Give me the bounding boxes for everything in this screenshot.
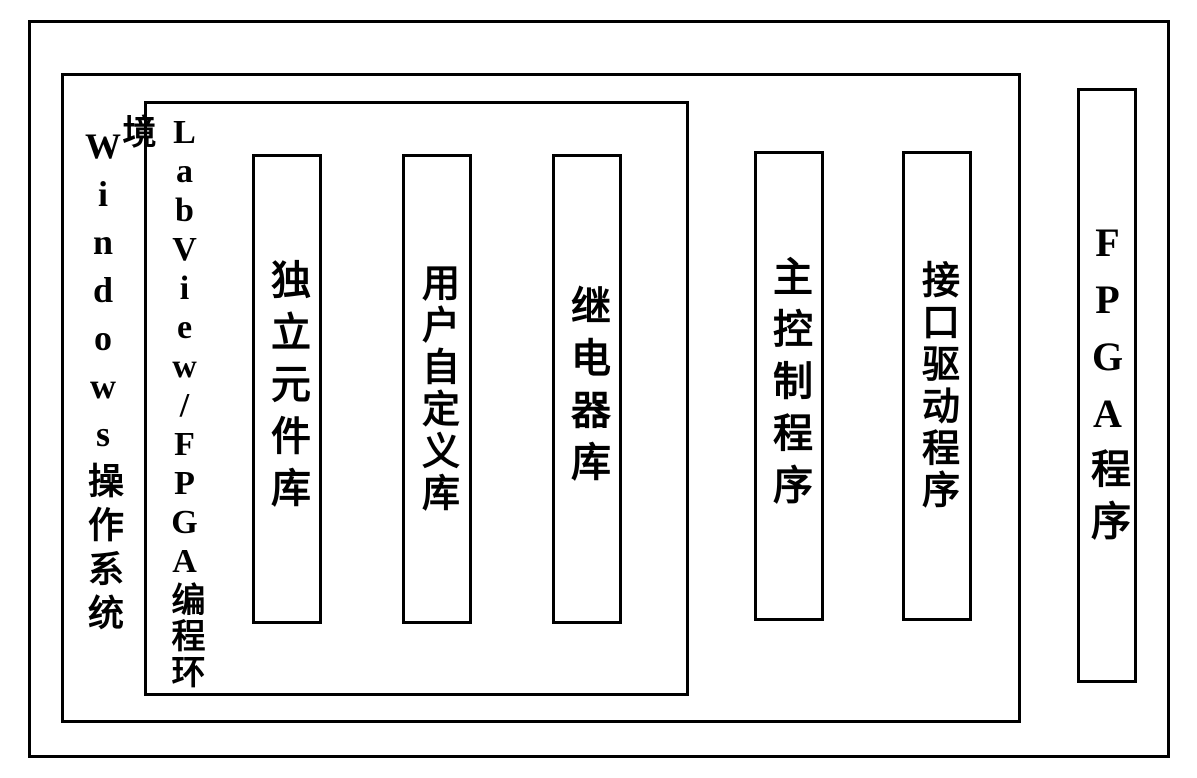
outer-frame: Windows操作系统 LabView/FPGA编程环境 独立元件库 用户自定义…: [28, 20, 1170, 758]
windows-os-box: Windows操作系统 LabView/FPGA编程环境 独立元件库 用户自定义…: [61, 73, 1021, 723]
library-label: 用户自定义库: [410, 263, 465, 515]
fpga-program-box: FPGA程序: [1077, 88, 1137, 683]
program-box-maincontrol: 主控制程序: [754, 151, 824, 621]
fpga-program-label: FPGA程序: [1078, 220, 1136, 552]
library-label: 独立元件库: [258, 259, 316, 519]
library-box-component: 独立元件库: [252, 154, 322, 624]
program-label: 接口驱动程序: [910, 260, 965, 512]
windows-os-label: Windows操作系统: [79, 126, 129, 638]
library-box-userdef: 用户自定义库: [402, 154, 472, 624]
program-box-interfacedriver: 接口驱动程序: [902, 151, 972, 621]
library-box-relay: 继电器库: [552, 154, 622, 624]
labview-env-box: LabView/FPGA编程环境 独立元件库 用户自定义库 继电器库: [144, 101, 689, 696]
labview-env-label: LabView/FPGA编程环境: [159, 114, 209, 693]
program-label: 主控制程序: [760, 256, 818, 516]
library-label: 继电器库: [558, 285, 616, 493]
